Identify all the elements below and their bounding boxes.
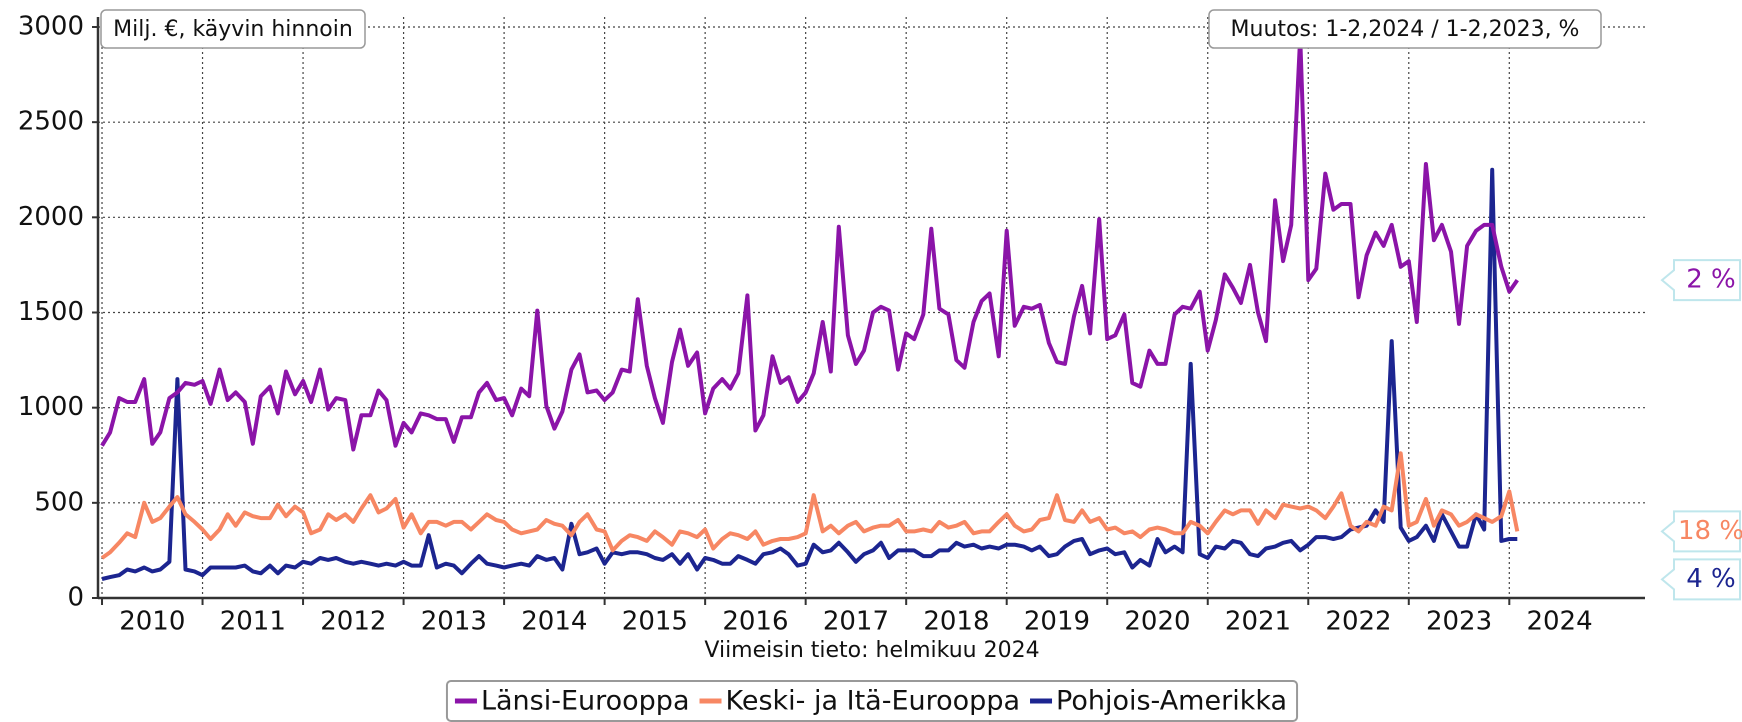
series-line: [100, 451, 1520, 560]
change-callout: [1660, 259, 1741, 302]
x-tick-label: 2016: [722, 607, 788, 637]
y-tick-label: 0: [67, 583, 84, 613]
legend-label: Länsi-Eurooppa: [481, 686, 690, 717]
legend-label: Pohjois-Amerikka: [1056, 686, 1287, 717]
y-tick-label: 1000: [18, 392, 84, 422]
x-tick-label: 2018: [923, 607, 989, 637]
annotations: Milj. €, käyvin hinnoin Muutos: 1-2,2024…: [100, 9, 1602, 663]
unit-box: [100, 9, 366, 49]
x-tick-label: 2014: [521, 607, 587, 637]
change-box: [1208, 9, 1602, 49]
legend: Länsi-Eurooppa Keski- ja Itä-Eurooppa Pohj…: [445, 680, 1299, 722]
x-tick-label: 2022: [1325, 607, 1391, 637]
change-label: 18 %: [1678, 516, 1742, 546]
x-tick-label: 2020: [1124, 607, 1190, 637]
legend-label: Keski- ja Itä-Eurooppa: [726, 686, 1021, 717]
y-tick-label: 2000: [18, 202, 84, 232]
x-tick-label: 2019: [1024, 607, 1090, 637]
change-label: 2 %: [1686, 265, 1736, 295]
x-tick-label: 2015: [622, 607, 688, 637]
x-tick-label: 2013: [421, 607, 487, 637]
x-tick-label: 2021: [1225, 607, 1291, 637]
y-tick-label: 1500: [18, 297, 84, 327]
footnote: Viimeisin tieto: helmikuu 2024: [704, 638, 1039, 663]
x-tick-label: 2011: [220, 607, 286, 637]
change-title: Muutos: 1-2,2024 / 1-2,2023, %: [1231, 17, 1580, 42]
change-callout: [1660, 558, 1741, 601]
plot-background: [98, 17, 1645, 598]
y-tick-label: 3000: [18, 12, 84, 42]
series-line: [101, 167, 1518, 581]
y-tick-label: 500: [34, 487, 84, 517]
x-tick-label: 2012: [320, 607, 386, 637]
series-line: [100, 34, 1519, 452]
x-tick-label: 2024: [1526, 607, 1592, 637]
change-label: 4 %: [1686, 564, 1736, 594]
legend-box: [445, 680, 1299, 722]
x-tick-label: 2010: [119, 607, 185, 637]
plot-area: 0 500 1000 1500 2000 2500 3000 2010 2011 2012 2013…: [18, 12, 1645, 637]
x-tick-label: 2017: [823, 607, 889, 637]
change-callout: [1660, 510, 1741, 553]
x-tick-label: 2023: [1426, 607, 1492, 637]
unit-note: Milj. €, käyvin hinnoin: [113, 17, 353, 42]
y-tick-label: 2500: [18, 107, 84, 137]
